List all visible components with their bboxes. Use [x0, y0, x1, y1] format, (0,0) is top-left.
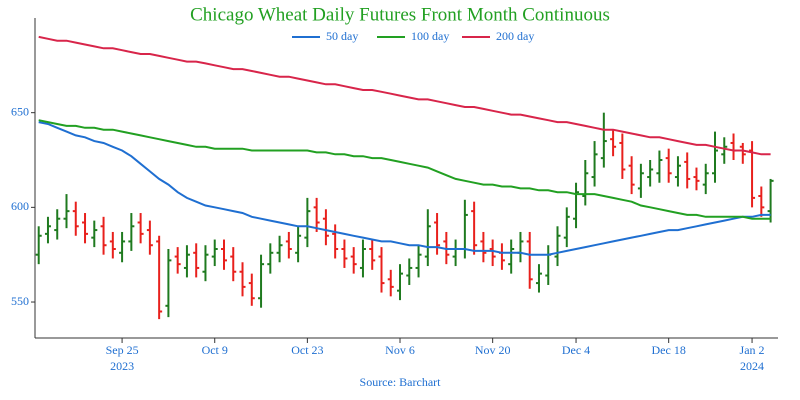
x-year-label: 2024 — [740, 359, 764, 373]
legend-label: 100 day — [411, 29, 449, 43]
source: Source: Barchart — [360, 375, 442, 389]
chart-title: Chicago Wheat Daily Futures Front Month … — [190, 4, 610, 25]
x-tick-label: Dec 18 — [652, 343, 686, 357]
moving-average-line — [38, 121, 771, 256]
legend-label: 50 day — [326, 29, 358, 43]
x-tick-label: Dec 4 — [562, 343, 590, 357]
legend-label: 200 day — [496, 29, 534, 43]
y-tick-label: 550 — [11, 294, 29, 308]
x-tick-label: Oct 9 — [202, 343, 228, 357]
x-tick-label: Jan 2 — [740, 343, 765, 357]
x-tick-label: Sep 25 — [106, 343, 139, 357]
y-tick-label: 600 — [11, 199, 29, 213]
x-tick-label: Nov 6 — [385, 343, 415, 357]
x-tick-label: Oct 23 — [291, 343, 323, 357]
moving-average-line — [38, 35, 771, 156]
y-tick-label: 650 — [11, 104, 29, 118]
moving-average-line — [38, 119, 771, 220]
x-year-label: 2023 — [110, 359, 134, 373]
x-tick-label: Nov 20 — [475, 343, 511, 357]
